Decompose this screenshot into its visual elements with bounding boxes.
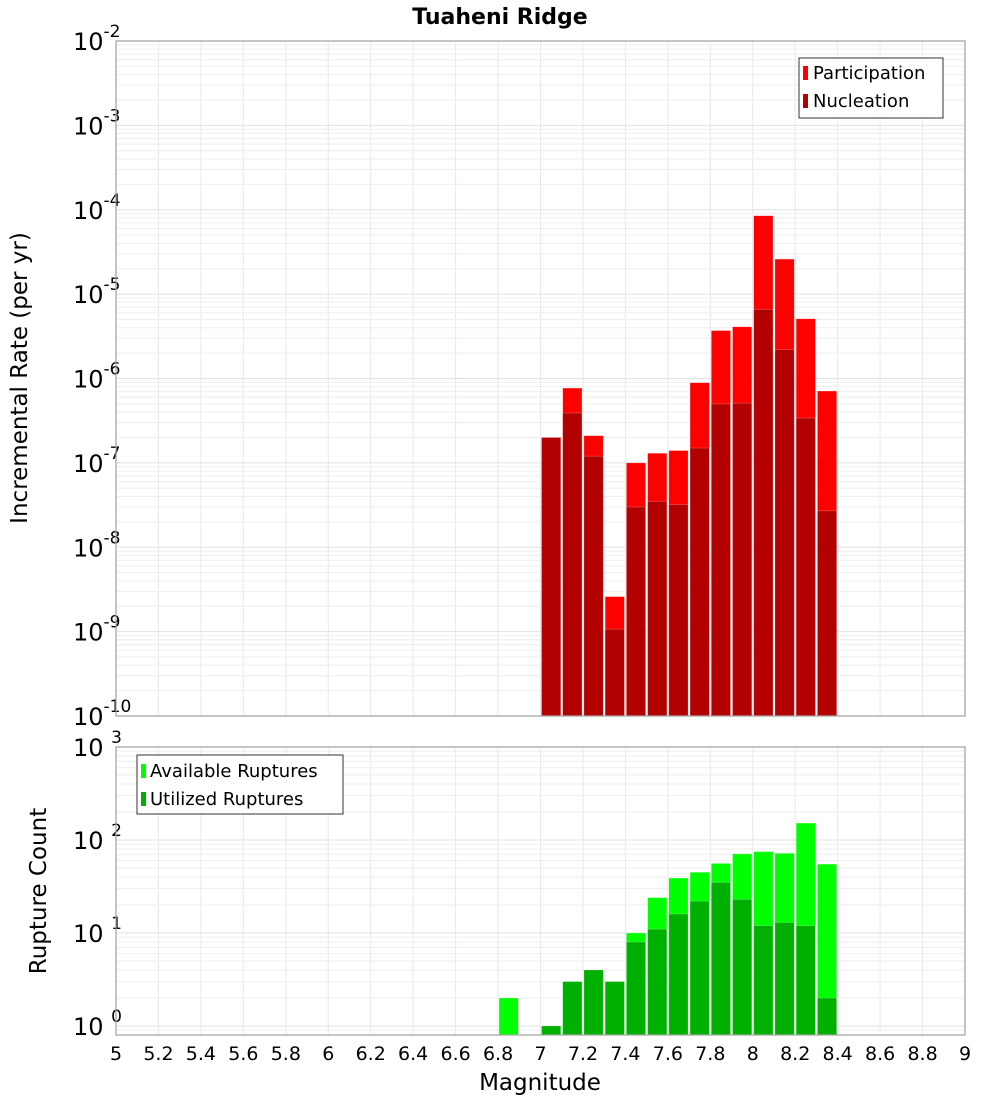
x-tick-label: 6.8	[483, 1043, 513, 1065]
bar-nucleation	[710, 403, 731, 717]
bar-nucleation	[626, 506, 646, 717]
x-tick-label: 5.4	[186, 1043, 216, 1065]
bar-available-ruptures	[498, 997, 519, 1036]
x-axis-label: Magnitude	[479, 1070, 601, 1096]
bottom-y-axis-label: Rupture Count	[26, 808, 52, 974]
x-tick-label: 7	[534, 1043, 546, 1065]
bottom-plot-border	[115, 746, 966, 1036]
bottom-y-ticks: 10 3 10 2 10 1 10 0	[73, 728, 122, 1041]
legend-label-participation: Participation	[813, 63, 925, 84]
bar-utilized-ruptures	[583, 969, 604, 1036]
chart-title: Tuaheni Ridge	[412, 5, 587, 30]
x-tick-label: 5.8	[271, 1043, 301, 1065]
x-ticks: 5 5.2 5.4 5.6 5.8 6 6.2 6.4 6.6 6.8 7 7.2 7.4 7.6 7.8 8…	[110, 1043, 971, 1065]
x-tick-label: 8.4	[823, 1043, 853, 1065]
bottom-plot-area: 10 3 10 2 10 1 10 0 5 5.2 5.4 5.6 5.8 6 6.2 6.4 6.6…	[26, 728, 971, 1096]
legend-swatch-participation	[803, 66, 808, 80]
y-tick-label: 10-4	[73, 191, 121, 225]
y-tick-label: 10-5	[73, 275, 121, 309]
legend-label-utilized-ruptures: Utilized Ruptures	[150, 789, 303, 810]
x-tick-label: 5	[110, 1043, 122, 1065]
bar-nucleation	[583, 455, 604, 717]
bar-nucleation	[795, 417, 816, 717]
x-tick-label: 5.2	[143, 1043, 173, 1065]
bar-utilized-ruptures	[604, 981, 625, 1036]
y-tick-label: 10 0	[73, 1007, 122, 1041]
top-bars	[541, 215, 837, 717]
legend-label-nucleation: Nucleation	[813, 91, 909, 112]
y-tick-label: 10-3	[73, 106, 121, 140]
y-tick-label: 10-10	[73, 697, 131, 731]
x-tick-label: 7.6	[653, 1043, 683, 1065]
legend-label-available-ruptures: Available Ruptures	[150, 761, 318, 782]
top-y-ticks: 10-2 10-3 10-4 10-5 10-6 10-7 10-8 10-9 10-10	[73, 22, 131, 731]
top-legend-box	[798, 57, 944, 119]
y-tick-label: 10 3	[73, 728, 122, 762]
bar-utilized-ruptures	[689, 900, 710, 1036]
x-tick-label: 6.4	[398, 1043, 428, 1065]
bar-nucleation	[689, 447, 710, 717]
x-tick-label: 5.6	[228, 1043, 258, 1065]
x-tick-label: 8	[747, 1043, 759, 1065]
bar-nucleation	[562, 412, 583, 717]
bar-nucleation	[817, 510, 837, 717]
legend-swatch-utilized-ruptures	[141, 792, 146, 806]
y-tick-label: 10-7	[73, 444, 121, 478]
y-tick-label: 10-2	[73, 22, 121, 56]
legend-swatch-available-ruptures	[141, 764, 146, 778]
bar-utilized-ruptures	[541, 1025, 562, 1036]
x-tick-label: 8.8	[907, 1043, 937, 1065]
x-tick-label: 6.2	[356, 1043, 386, 1065]
top-plot-area: 10-2 10-3 10-4 10-5 10-6 10-7 10-8 10-9 10-10 Pa…	[7, 22, 966, 731]
bar-utilized-ruptures	[817, 997, 837, 1036]
top-plot-border	[115, 40, 966, 717]
y-tick-label: 10-9	[73, 613, 121, 647]
x-tick-label: 8.2	[780, 1043, 810, 1065]
x-tick-label: 6	[322, 1043, 334, 1065]
bar-utilized-ruptures	[753, 925, 774, 1036]
y-tick-label: 10-8	[73, 528, 121, 562]
bar-utilized-ruptures	[732, 899, 753, 1036]
legend-swatch-nucleation	[803, 94, 808, 108]
bar-nucleation	[774, 349, 795, 717]
x-tick-label: 8.6	[865, 1043, 895, 1065]
bar-utilized-ruptures	[774, 922, 795, 1036]
bar-nucleation	[668, 504, 689, 717]
x-tick-label: 9	[959, 1043, 971, 1065]
top-y-axis-label: Incremental Rate (per yr)	[7, 232, 33, 524]
x-tick-label: 7.2	[568, 1043, 598, 1065]
bar-utilized-ruptures	[647, 928, 668, 1036]
bar-utilized-ruptures	[626, 941, 646, 1036]
bar-nucleation	[604, 628, 625, 717]
top-legend: Participation Nucleation	[798, 57, 944, 119]
top-grid	[116, 41, 966, 716]
bar-utilized-ruptures	[562, 981, 583, 1036]
y-tick-label: 10-6	[73, 360, 121, 394]
x-tick-label: 6.6	[440, 1043, 470, 1065]
bar-utilized-ruptures	[668, 913, 689, 1036]
bar-nucleation	[541, 437, 562, 717]
bar-utilized-ruptures	[710, 882, 731, 1036]
x-tick-label: 7.4	[610, 1043, 640, 1065]
bar-nucleation	[647, 501, 668, 717]
bar-nucleation	[732, 402, 753, 717]
y-tick-label: 10 1	[73, 914, 122, 948]
bar-utilized-ruptures	[795, 925, 816, 1036]
bottom-bars	[498, 822, 837, 1036]
bottom-legend: Available Ruptures Utilized Ruptures	[136, 754, 344, 815]
bar-nucleation	[753, 309, 774, 717]
y-tick-label: 10 2	[73, 821, 122, 855]
bottom-legend-box	[136, 754, 344, 815]
x-tick-label: 7.8	[695, 1043, 725, 1065]
